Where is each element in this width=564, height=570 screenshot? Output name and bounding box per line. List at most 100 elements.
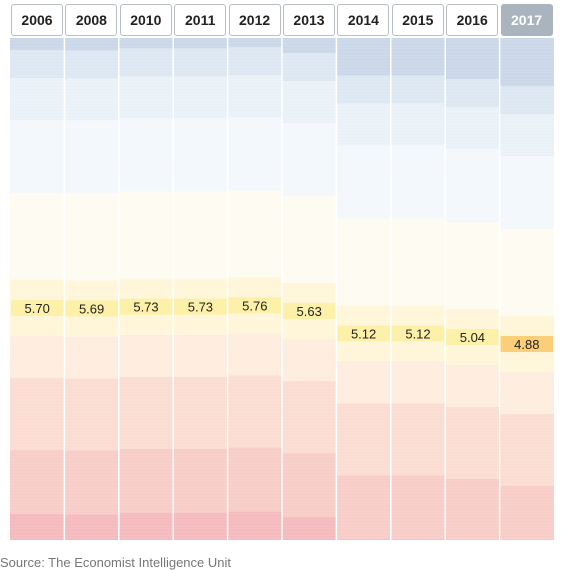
color-band-2016-4 <box>445 221 500 309</box>
color-band-2010-6 <box>118 334 174 377</box>
color-band-2008-8 <box>64 450 119 515</box>
color-band-2010-3 <box>118 118 174 192</box>
color-band-2011-0 <box>173 38 228 49</box>
value-label-2008: 5.69 <box>79 301 104 316</box>
color-band-2016-3 <box>445 148 500 222</box>
color-band-2011-6 <box>173 334 228 377</box>
color-band-2012-bottom <box>227 511 282 540</box>
color-band-2017-2 <box>499 113 554 156</box>
color-band-2008-3 <box>64 120 119 194</box>
color-band-2010-0 <box>118 38 174 49</box>
value-band-2014 <box>337 325 390 342</box>
value-band-2016 <box>446 328 499 345</box>
year-tab-2012[interactable]: 2012 <box>228 4 281 36</box>
color-band-2006-6 <box>10 336 65 378</box>
color-band-2006-1 <box>10 50 65 78</box>
value-label-2006: 5.70 <box>25 301 50 316</box>
year-tab-2006[interactable]: 2006 <box>11 4 63 36</box>
value-band-2017 <box>500 335 553 352</box>
color-band-2008-6 <box>64 336 119 379</box>
color-band-2012-6 <box>227 333 282 376</box>
color-band-2008-4 <box>64 193 119 281</box>
color-band-2006-0 <box>10 38 65 50</box>
value-band-2015 <box>391 325 445 342</box>
color-band-2014-4 <box>336 218 391 306</box>
color-band-2013-0 <box>282 38 337 54</box>
value-label-2016: 5.04 <box>460 330 485 345</box>
year-tab-2013[interactable]: 2013 <box>283 4 335 36</box>
color-band-2017-7 <box>499 413 554 486</box>
color-band-2012-2 <box>227 75 282 118</box>
color-band-2014-3 <box>336 145 391 219</box>
year-tab-2008[interactable]: 2008 <box>65 4 118 36</box>
color-band-2014-0 <box>336 38 391 76</box>
year-tab-2016[interactable]: 2016 <box>446 4 499 36</box>
color-band-2015-0 <box>390 38 446 76</box>
color-band-2012-0 <box>227 38 282 48</box>
color-band-2014-8 <box>336 475 391 540</box>
color-band-2006-2 <box>10 78 65 120</box>
color-band-2015-6 <box>390 361 446 404</box>
color-band-2012-4 <box>227 190 282 278</box>
color-band-2013-7 <box>282 381 337 454</box>
value-band-2008 <box>65 300 118 317</box>
color-band-2011-1 <box>173 48 228 77</box>
color-band-2006-7 <box>10 378 65 450</box>
color-band-2017-1 <box>499 85 554 114</box>
color-band-2014-1 <box>336 75 391 104</box>
value-label-2014: 5.12 <box>351 326 376 341</box>
color-band-2010-1 <box>118 48 174 77</box>
color-band-2013-4 <box>282 196 337 284</box>
color-band-2012-7 <box>227 375 282 448</box>
color-band-2013-1 <box>282 53 337 82</box>
color-band-2016-0 <box>445 38 500 79</box>
color-band-2015-1 <box>390 75 446 104</box>
color-band-2015-4 <box>390 218 446 306</box>
value-label-2013: 5.63 <box>297 304 322 319</box>
color-band-2012-8 <box>227 447 282 512</box>
column-separators <box>63 38 501 540</box>
value-label-2012: 5.76 <box>242 298 267 313</box>
color-band-2010-8 <box>118 448 174 513</box>
year-tab-2015[interactable]: 2015 <box>391 4 444 36</box>
year-tab-2014[interactable]: 2014 <box>337 4 390 36</box>
color-band-2012-3 <box>227 117 282 191</box>
source-note: Source: The Economist Intelligence Unit <box>0 555 231 570</box>
color-band-2010-7 <box>118 376 174 449</box>
year-tab-2010[interactable]: 2010 <box>119 4 172 36</box>
color-band-2016-7 <box>445 406 500 479</box>
value-label-2010: 5.73 <box>133 300 158 315</box>
color-band-2016-1 <box>445 78 500 107</box>
value-band-2011 <box>174 298 227 315</box>
color-band-2011-bottom <box>173 512 228 540</box>
color-band-2013-6 <box>282 339 337 382</box>
color-band-2006-3 <box>10 120 65 193</box>
year-tab-2011[interactable]: 2011 <box>174 4 227 36</box>
value-band-2010 <box>119 298 173 315</box>
color-band-2015-8 <box>390 475 446 540</box>
value-marks: 5.70 5.69 5.73 5.73 5.76 5.63 5.12 5.12 5.04 4.88 <box>11 297 553 352</box>
color-band-2015-bottom <box>390 539 446 540</box>
value-label-2011: 5.73 <box>188 300 213 315</box>
year-tab-2017[interactable]: 2017 <box>500 4 553 36</box>
color-band-2014-bottom <box>336 539 391 540</box>
color-band-2010-2 <box>118 76 174 119</box>
color-band-2015-2 <box>390 103 446 146</box>
color-band-2014-7 <box>336 403 391 476</box>
color-band-2016-8 <box>445 478 500 540</box>
color-band-2011-7 <box>173 376 228 449</box>
color-band-2008-7 <box>64 378 119 451</box>
color-band-2014-6 <box>336 361 391 404</box>
color-band-2017-8 <box>499 485 554 540</box>
color-band-2006-8 <box>10 450 65 514</box>
color-band-2013-3 <box>282 123 337 197</box>
color-band-2010-bottom <box>118 512 174 540</box>
color-band-2013-2 <box>282 81 337 124</box>
value-band-2012 <box>228 297 281 314</box>
color-band-2015-3 <box>390 145 446 219</box>
color-band-2011-2 <box>173 76 228 119</box>
color-band-2017-3 <box>499 155 554 229</box>
value-label-2015: 5.12 <box>405 326 430 341</box>
chart: 5.70 5.69 5.73 5.73 5.76 5.63 5.12 5.12 5.04 4.88 <box>10 38 554 540</box>
color-band-2012-1 <box>227 47 282 76</box>
